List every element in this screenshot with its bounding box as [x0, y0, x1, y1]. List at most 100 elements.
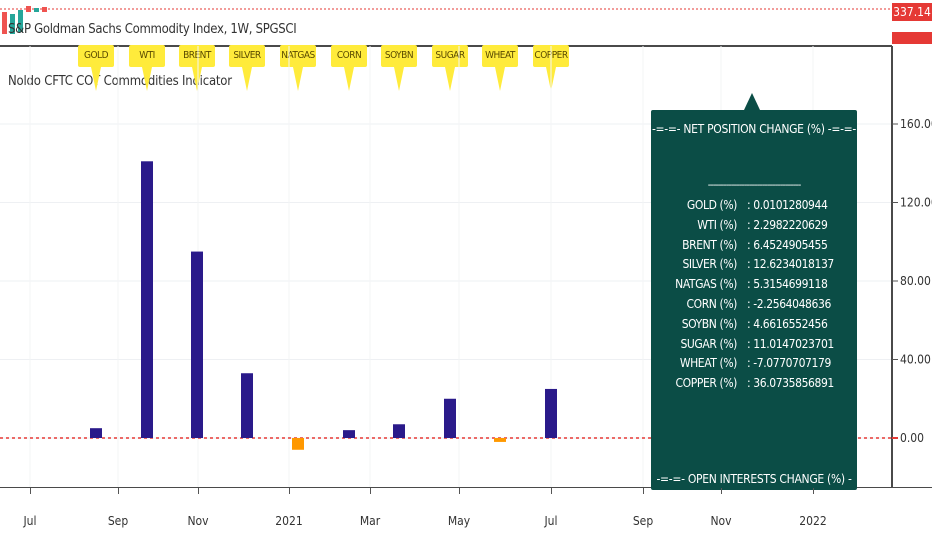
flag-gold[interactable]: GOLD [78, 45, 114, 67]
main-price-pane [0, 0, 892, 46]
x-tick-mark [198, 488, 199, 494]
bar-soybn [393, 424, 405, 438]
x-tick-mark [370, 488, 371, 494]
flag-pointer [394, 67, 404, 91]
x-tick-mark [813, 488, 814, 494]
bar-brent [191, 251, 203, 438]
x-tick-label: 2022 [799, 514, 827, 528]
table-row: SOYBN (%) : 4.6616552456 [651, 315, 857, 335]
candle [18, 10, 23, 32]
y-tick-label: 160.00 [900, 117, 932, 131]
y-tick-label: 40.00 [900, 353, 931, 367]
table-row-value: : 5.3154699118 [747, 277, 828, 292]
flag-pointer [91, 67, 101, 91]
flag-pointer [192, 67, 202, 91]
x-tick-mark [721, 488, 722, 494]
flag-corn[interactable]: CORN [331, 45, 367, 67]
x-tick-mark [551, 488, 552, 494]
table-row-value: : 4.6616552456 [747, 316, 828, 331]
x-tick-label: Jul [544, 514, 558, 528]
flag-soybn[interactable]: SOYBN [381, 45, 417, 67]
table-row: SUGAR (%) : 11.0147023701 [651, 335, 857, 355]
symbol-title[interactable]: S&P Goldman Sachs Commodity Index, 1W, S… [8, 22, 297, 37]
table-row-value: : 2.2982220629 [747, 217, 828, 232]
flag-pointer [242, 67, 252, 91]
table-row-value: : 6.4524905455 [747, 237, 828, 252]
x-tick-label: Sep [107, 514, 129, 528]
table-row-label: WTI (%) [697, 217, 737, 232]
table-row-label: BRENT (%) [682, 237, 737, 252]
bar-copper [545, 388, 557, 438]
candle [34, 8, 39, 12]
table-row: CORN (%) : -2.2564048636 [651, 295, 857, 315]
x-tick-label: Jul [23, 514, 37, 528]
table-separator: ------------------------------------ [707, 178, 802, 191]
x-tick-mark [118, 488, 119, 494]
table-row: WTI (%) : 2.2982220629 [651, 216, 857, 236]
x-tick-label: May [447, 514, 471, 528]
flag-pointer [445, 67, 455, 91]
table-row-value: : 36.0735856891 [747, 376, 834, 391]
table-row-label: WHEAT (%) [679, 356, 738, 371]
x-tick-label: Nov [187, 514, 209, 528]
y-tick-label: 80.00 [900, 274, 931, 288]
x-tick-label: 2021 [275, 514, 303, 528]
x-tick-mark [459, 488, 460, 494]
table-row: COPPER (%) : 36.0735856891 [651, 374, 857, 394]
x-tick-label: Nov [710, 514, 732, 528]
candles-strip [0, 6, 892, 34]
flag-pointer [293, 67, 303, 91]
table-row-value: : 12.6234018137 [747, 257, 834, 272]
flag-wti[interactable]: WTI [129, 45, 165, 67]
y-tick-label: 0.00 [900, 431, 924, 445]
zero-tick-marker [892, 437, 898, 439]
table-row: BRENT (%) : 6.4524905455 [651, 236, 857, 256]
table-row: WHEAT (%) : -7.0770707179 [651, 354, 857, 374]
table-row-value: : -7.0770707179 [747, 356, 831, 371]
bar-wti [141, 161, 153, 438]
bar-corn [343, 430, 355, 438]
flag-wheat[interactable]: WHEAT [482, 45, 518, 67]
table-row: SILVER (%) : 12.6234018137 [651, 255, 857, 275]
candle [26, 6, 31, 12]
flag-pointer [142, 67, 152, 91]
table-row-label: GOLD (%) [686, 198, 738, 212]
flag-pointer [344, 67, 354, 91]
x-tick-mark [643, 488, 644, 494]
indicator-title[interactable]: Noldo CFTC COT Commodities Indicator [8, 74, 232, 89]
table-row-value: : -2.2564048636 [747, 296, 831, 311]
bar-sugar [444, 398, 456, 438]
last-price-badge: 337.14 [892, 3, 932, 21]
table-row: GOLD (%) : 0.0101280944 [651, 196, 857, 216]
candle [10, 14, 15, 34]
bar-natgas [292, 438, 304, 450]
table-pointer [744, 93, 760, 110]
bar-wheat [494, 438, 506, 442]
flag-silver[interactable]: SILVER [229, 45, 265, 67]
x-tick-mark [30, 488, 31, 494]
x-tick-label: Sep [632, 514, 654, 528]
table-row-label: COPPER (%) [675, 376, 738, 391]
candle [2, 12, 7, 34]
flag-brent[interactable]: BRENT [179, 45, 215, 67]
x-tick-mark [289, 488, 290, 494]
table-row-label: SOYBN (%) [681, 316, 738, 331]
table-rows: GOLD (%) : 0.0101280944 WTI (%) : 2.2982220… [651, 196, 857, 394]
table-row-label: NATGAS (%) [675, 277, 737, 292]
table-row-value: : 0.0101280944 [747, 198, 828, 212]
flag-pointer [495, 67, 505, 91]
time-axis[interactable]: Jul Sep Nov 2021 Mar May Jul Sep Nov 2022 [0, 488, 932, 550]
table-row-label: SILVER (%) [682, 257, 737, 272]
price-badge-red [892, 32, 932, 44]
table-row-label: SUGAR (%) [680, 336, 737, 351]
net-position-table: -=-=- NET POSITION CHANGE (%) -=-=- ----… [651, 110, 857, 490]
bar-silver [241, 373, 253, 438]
table-row-label: CORN (%) [686, 296, 737, 311]
table-footer: -=-=- OPEN INTERESTS CHANGE (%) -=-=- [656, 472, 852, 490]
table-title: -=-=- NET POSITION CHANGE (%) -=-=- [651, 122, 857, 136]
y-tick-label: 120.00 [900, 196, 932, 210]
x-tick-label: Mar [359, 514, 381, 528]
candle [42, 7, 47, 12]
table-row-value: : 11.0147023701 [747, 336, 834, 351]
bar-gold [90, 428, 102, 438]
